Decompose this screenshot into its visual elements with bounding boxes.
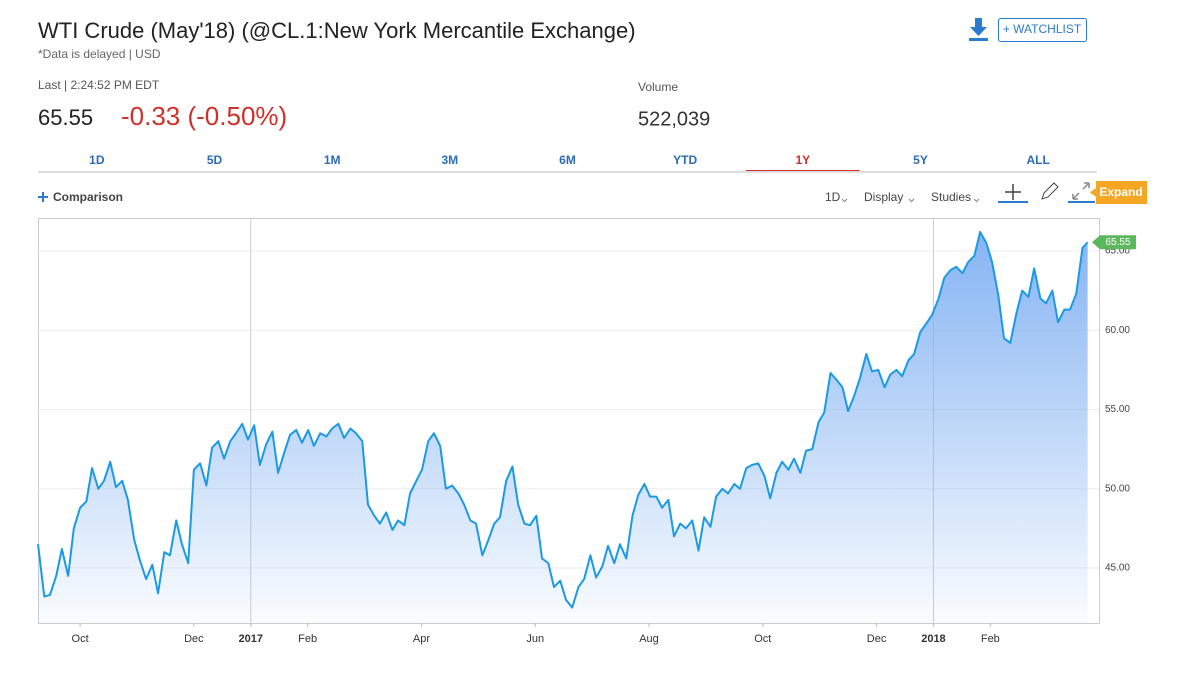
y-tick-label: 50.00 — [1105, 483, 1130, 494]
last-price-tag — [1092, 235, 1136, 250]
download-base — [969, 38, 988, 41]
watchlist-button[interactable] — [998, 18, 1087, 42]
x-tick-label: Feb — [298, 633, 317, 645]
range-tab[interactable]: 6M — [559, 153, 576, 167]
download-icon[interactable] — [969, 18, 988, 41]
subtitle: *Data is delayed | USD — [38, 47, 161, 61]
range-tab[interactable]: 1M — [324, 153, 341, 167]
download-arrow — [970, 18, 987, 36]
price-area — [38, 231, 1088, 623]
y-tick-label: 65.00 — [1105, 246, 1130, 257]
range-tab[interactable]: 1Y — [795, 153, 810, 167]
expand-icon[interactable] — [1072, 182, 1090, 200]
comparison-plus — [38, 192, 48, 202]
x-tick-label: Feb — [981, 633, 1000, 645]
x-tick-label: Oct — [72, 633, 89, 645]
interval-menu[interactable]: 1D — [825, 190, 841, 204]
title: WTI Crude (May'18) (@CL.1:New York Merca… — [38, 18, 636, 43]
range-tabs: 1D 5D 1M 3M 6M YTD 1Y 5Y ALL — [89, 153, 1050, 173]
range-tab[interactable]: 5D — [207, 153, 223, 167]
expand-tooltip — [1090, 181, 1147, 204]
studies-menu[interactable]: Studies — [931, 190, 971, 204]
expand-label: Expand — [1099, 185, 1142, 199]
chart: 45.00 50.00 55.00 60.00 65.00 Oct Dec 2017 Feb Ap… — [37, 218, 1136, 645]
last-price: 65.55 — [38, 105, 93, 130]
x-tick-label: Dec — [867, 633, 887, 645]
price-change: -0.33 (-0.50%) — [121, 101, 287, 131]
crosshair-icon[interactable] — [1005, 184, 1021, 200]
range-tab[interactable]: ALL — [1027, 153, 1050, 167]
comparison[interactable]: Comparison — [53, 190, 123, 204]
display-menu[interactable]: Display — [864, 190, 903, 204]
y-tick-label: 55.00 — [1105, 404, 1130, 415]
x-tick-label: 2017 — [239, 633, 263, 645]
range-tab[interactable]: 1D — [89, 153, 105, 167]
last-price-tag-label: 65.55 — [1105, 237, 1130, 248]
y-tick-label: 45.00 — [1105, 563, 1130, 574]
x-tick-label: Aug — [639, 633, 659, 645]
x-tick-label: 2018 — [921, 633, 945, 645]
y-tick-label: 60.00 — [1105, 325, 1130, 336]
x-tick-label: Oct — [754, 633, 771, 645]
range-tab[interactable]: YTD — [673, 153, 697, 167]
menu-chevrons — [841, 198, 980, 203]
last-label: Last | 2:24:52 PM EDT — [38, 78, 160, 92]
range-tab[interactable]: 3M — [441, 153, 458, 167]
volume-label: Volume — [638, 80, 678, 94]
draw-icon[interactable] — [1041, 182, 1059, 200]
volume: 522,039 — [638, 108, 710, 130]
x-tick-label: Dec — [184, 633, 204, 645]
x-tick-label: Jun — [526, 633, 544, 645]
range-tab[interactable]: 5Y — [913, 153, 928, 167]
price-line — [37, 230, 1089, 609]
watchlist-label: + WATCHLIST — [1003, 22, 1082, 36]
x-tick-label: Apr — [413, 633, 430, 645]
